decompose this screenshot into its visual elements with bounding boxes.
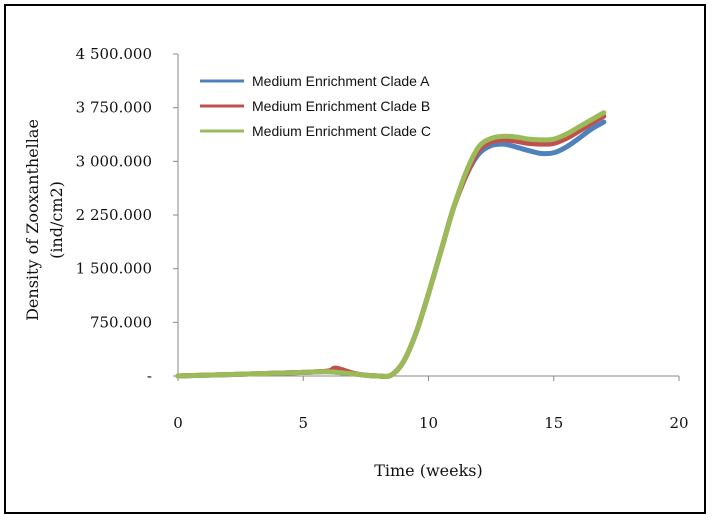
x-tick-label: 20: [669, 414, 688, 432]
legend-label-clade-b: Medium Enrichment Clade B: [252, 98, 430, 114]
x-axis-title: Time (weeks): [374, 461, 483, 480]
y-tick-label: 3 000.000: [76, 152, 152, 170]
y-tick-label: 1 500.000: [76, 260, 152, 278]
x-tick-label: 0: [173, 414, 183, 432]
legend: Medium Enrichment Clade A Medium Enrichme…: [200, 73, 431, 139]
chart-frame: [4, 4, 706, 514]
series-line-clade-c: [175, 110, 607, 380]
y-axis-title: Density of Zooxanthellae: [23, 119, 42, 321]
y-tick-label: 2 250.000: [76, 206, 152, 224]
series-line-clade-a: [175, 119, 607, 380]
y-axis-title-units: (ind/cm2): [47, 181, 66, 259]
legend-label-clade-a: Medium Enrichment Clade A: [252, 73, 430, 89]
y-tick-label: -: [147, 367, 152, 385]
y-tick-label: 3 750.000: [76, 99, 152, 117]
x-axis-ticks: 0 5 10 15 20: [173, 376, 689, 432]
legend-label-clade-c: Medium Enrichment Clade C: [252, 123, 431, 139]
y-axis-ticks: - 750.000 1 500.000 2 250.000 3 000.000 3 750…: [76, 45, 178, 385]
x-tick-label: 15: [544, 414, 563, 432]
series-lines: [175, 110, 607, 380]
x-tick-label: 10: [419, 414, 438, 432]
y-tick-label: 4 500.000: [76, 45, 152, 63]
x-tick-label: 5: [298, 414, 308, 432]
y-tick-label: 750.000: [90, 313, 152, 331]
